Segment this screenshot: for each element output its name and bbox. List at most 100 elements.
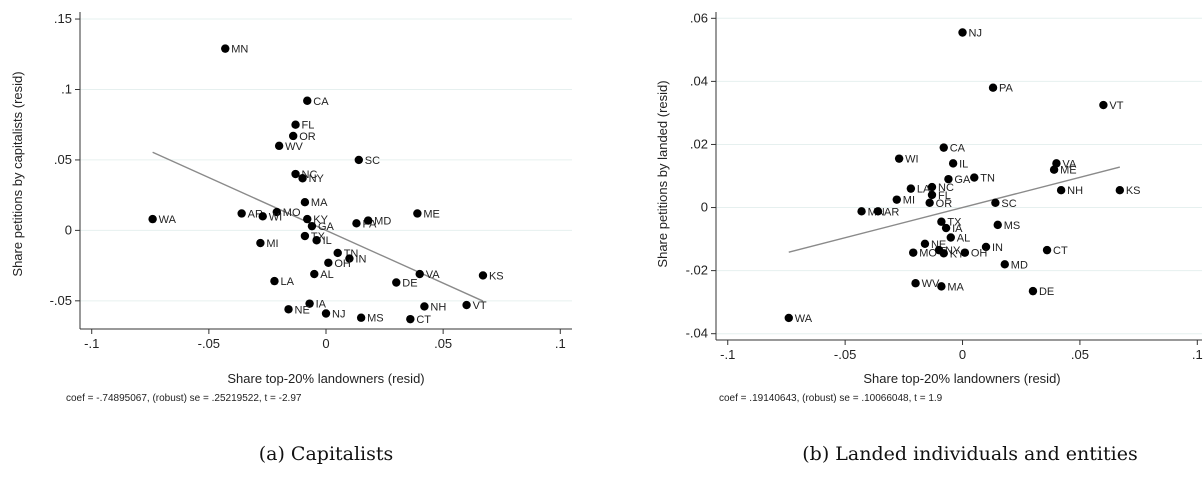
data-point (1115, 185, 1125, 195)
data-point (324, 258, 333, 267)
data-point (256, 238, 265, 248)
panel-landed: -.04 -.02 0 .02 .04 .06 -.1 -.05 0 .05 .1 NJ PA VT CA… (655, 10, 1203, 465)
data-point (303, 214, 312, 224)
point-label: TX (947, 217, 962, 229)
data-point (970, 173, 979, 182)
data-point (958, 28, 967, 37)
regression-note: coef = -.74895067, (robust) se = .252195… (66, 393, 302, 404)
x-tick-label: -.05 (198, 336, 220, 351)
point-label: MI (266, 238, 278, 250)
data-point (944, 174, 953, 184)
x-tick-label: .05 (434, 336, 452, 351)
data-point (925, 198, 934, 208)
data-point (927, 182, 937, 192)
data-point (988, 83, 998, 92)
point-label: CT (416, 314, 431, 326)
point-label: ME (1060, 165, 1077, 177)
data-point (392, 278, 401, 287)
point-label: SC (1001, 198, 1016, 210)
data-point (333, 248, 342, 258)
point-label: CA (313, 96, 329, 108)
data-point (857, 207, 866, 216)
data-point (307, 221, 317, 231)
data-point (310, 269, 319, 279)
x-tick-label: .1 (1192, 347, 1203, 362)
data-point (312, 236, 321, 245)
data-point (291, 169, 300, 179)
y-tick-label: -.05 (50, 293, 72, 308)
point-label: OR (299, 131, 316, 143)
y-tick-label: .04 (690, 73, 708, 88)
point-label: OR (936, 198, 953, 210)
x-tick-label: 0 (322, 336, 329, 351)
data-point (321, 309, 331, 318)
data-point (270, 276, 279, 286)
point-label: MI (903, 195, 915, 207)
data-point (363, 216, 373, 225)
fit-line (152, 151, 484, 302)
point-label: AL (957, 233, 970, 245)
point-label: LA (917, 184, 931, 196)
y-axis-label: Share petitions by landed (resid) (655, 80, 670, 267)
point-label: VT (1109, 100, 1123, 112)
point-label: MD (1011, 259, 1028, 271)
panel-caption: (b) Landed individuals and entities (802, 443, 1137, 465)
data-point (981, 242, 991, 252)
data-point (1056, 185, 1066, 195)
point-label: GA (318, 221, 335, 233)
gridlines (716, 17, 1202, 335)
data-point (303, 96, 312, 105)
data-point (1052, 159, 1061, 168)
point-label: NE (295, 304, 310, 316)
data-point (420, 302, 429, 311)
point-label: WV (922, 278, 940, 290)
data-point (1042, 245, 1052, 255)
x-tick-label: -.1 (720, 347, 735, 362)
point-label: FL (302, 120, 315, 132)
point-label: TN (980, 173, 995, 185)
regression-line (152, 151, 484, 302)
data-point (937, 282, 946, 291)
data-point (927, 190, 937, 200)
point-label: IN (992, 242, 1003, 254)
point-label: AR (884, 206, 899, 218)
data-point (892, 195, 901, 204)
point-label: OH (334, 258, 351, 270)
data-point (1000, 260, 1009, 269)
data-point (946, 233, 955, 242)
data-point (939, 143, 948, 152)
point-label: CT (1053, 245, 1068, 257)
point-label: MO (283, 207, 301, 219)
point-label: PA (999, 83, 1014, 95)
data-point (960, 248, 970, 257)
data-point (993, 220, 1002, 230)
data-point (1028, 286, 1038, 296)
data-point (258, 212, 267, 221)
data-point (298, 174, 307, 183)
y-tick-label: .05 (54, 152, 72, 167)
point-label: AL (320, 269, 333, 281)
data-points: NJPAVTCAWIILVAMEGATNNCLANHKSFLMIORSCMNAR… (784, 28, 1141, 325)
data-point (221, 44, 230, 53)
data-point (478, 271, 488, 280)
point-label: NY (945, 245, 961, 257)
point-label: KY (313, 214, 328, 226)
data-point (937, 217, 946, 226)
point-label: NY (309, 173, 325, 185)
data-point (284, 305, 293, 314)
data-point (406, 314, 415, 324)
fit-line (788, 166, 1121, 253)
point-label: FL (938, 190, 951, 202)
point-label: DE (402, 278, 417, 290)
data-point (300, 231, 310, 241)
data-point (148, 214, 157, 224)
data-point (909, 248, 918, 257)
point-label: NH (1067, 185, 1083, 197)
point-label: DE (1039, 286, 1054, 298)
y-tick-label: 0 (701, 200, 708, 215)
data-point (356, 313, 366, 322)
point-label: WA (159, 214, 177, 226)
data-point (941, 223, 951, 233)
data-point (873, 207, 883, 216)
